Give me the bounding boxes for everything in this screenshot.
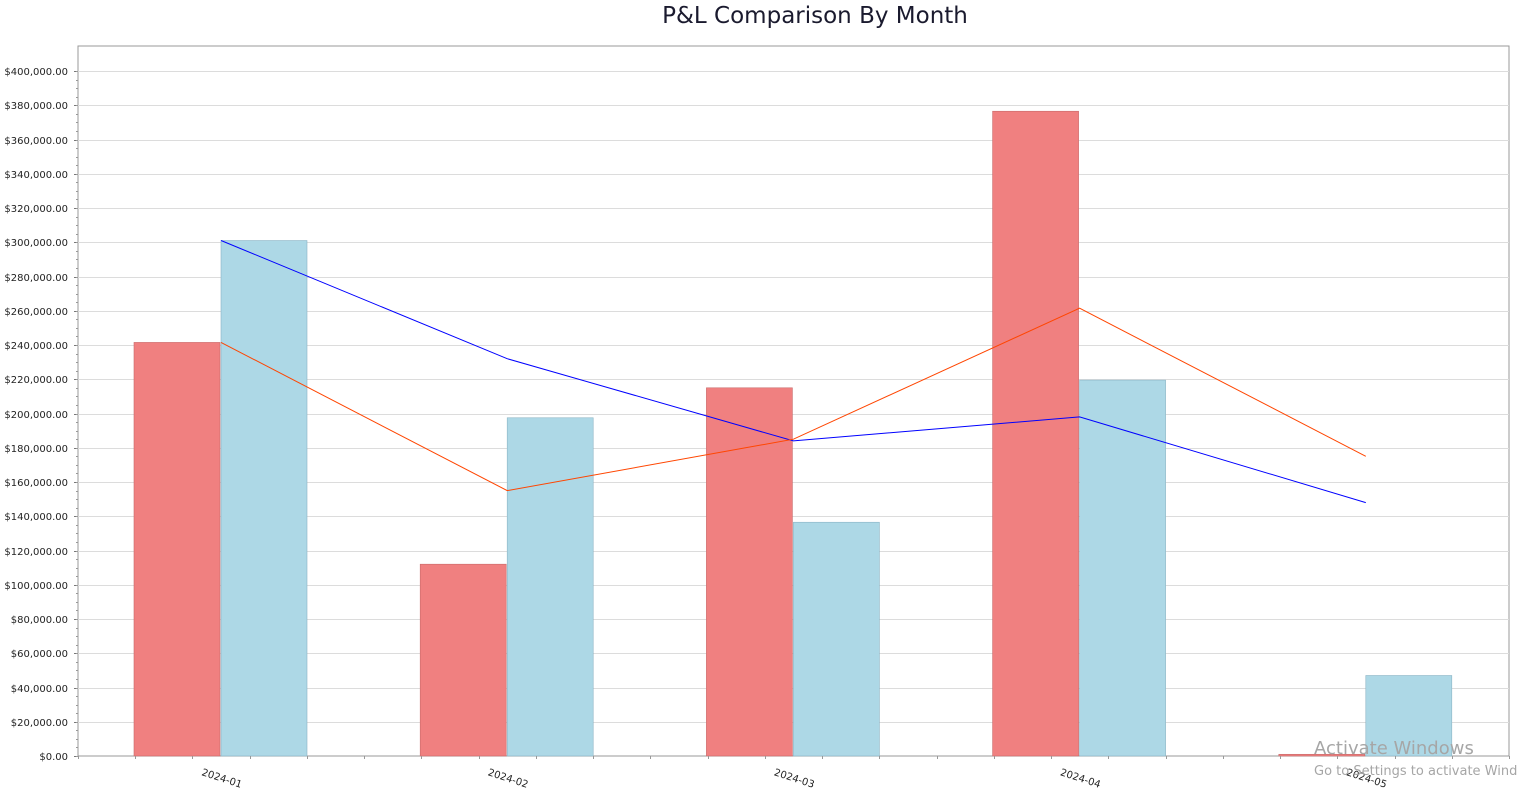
bar-series-2: [793, 521, 880, 757]
bar-series-2: [1365, 675, 1453, 757]
y-tick-label: $100,000.00: [4, 581, 68, 592]
bar-layer: [133, 110, 1453, 757]
bar-series-2: [1079, 379, 1166, 757]
y-tick-label: $240,000.00: [4, 341, 68, 352]
y-tick-label: $20,000.00: [11, 718, 68, 729]
line-series-1: [220, 240, 1366, 504]
y-tick-label: $340,000.00: [4, 170, 68, 181]
line-series-2: [220, 307, 1367, 492]
axis-layer: $0.00 $20,000.00 $40,000.00 $60,000.00 $80,0…: [4, 67, 1510, 791]
y-tick-label: $40,000.00: [11, 684, 68, 695]
chart-title: P&L Comparison By Month: [662, 3, 968, 29]
x-tick-label: 2024-03: [772, 767, 815, 790]
bar-series-2: [220, 240, 308, 757]
y-tick-label: $140,000.00: [4, 512, 68, 523]
y-tick-label: $300,000.00: [4, 238, 68, 249]
y-tick-label: $180,000.00: [4, 444, 68, 455]
bar-series-1: [992, 110, 1079, 757]
y-tick-label: $0.00: [39, 752, 68, 763]
x-tick-label: 2024-02: [486, 767, 529, 790]
x-tick-label: 2024-01: [200, 767, 243, 790]
y-tick-label: $280,000.00: [4, 273, 68, 284]
grid-layer: [77, 45, 1510, 757]
line-layer: [220, 240, 1367, 504]
bar-series-1: [133, 342, 221, 757]
y-tick-label: $120,000.00: [4, 547, 68, 558]
bar-series-1: [1278, 753, 1366, 757]
activate-windows-subtitle: Go to Settings to activate Windows.: [1314, 764, 1518, 779]
y-tick-label: $260,000.00: [4, 307, 68, 318]
activate-windows-title: Activate Windows: [1314, 738, 1474, 759]
y-tick-label: $360,000.00: [4, 136, 68, 147]
y-tick-label: $80,000.00: [11, 615, 68, 626]
bar-series-1: [706, 387, 793, 757]
y-tick-label: $220,000.00: [4, 375, 68, 386]
y-tick-label: $400,000.00: [4, 67, 68, 78]
x-tick-label: 2024-04: [1059, 767, 1102, 790]
bar-series-2: [506, 417, 594, 757]
y-tick-label: $200,000.00: [4, 410, 68, 421]
bar-series-1: [419, 563, 507, 757]
y-tick-label: $380,000.00: [4, 101, 68, 112]
y-tick-label: $320,000.00: [4, 204, 68, 215]
y-tick-label: $60,000.00: [11, 649, 68, 660]
y-tick-label: $160,000.00: [4, 478, 68, 489]
